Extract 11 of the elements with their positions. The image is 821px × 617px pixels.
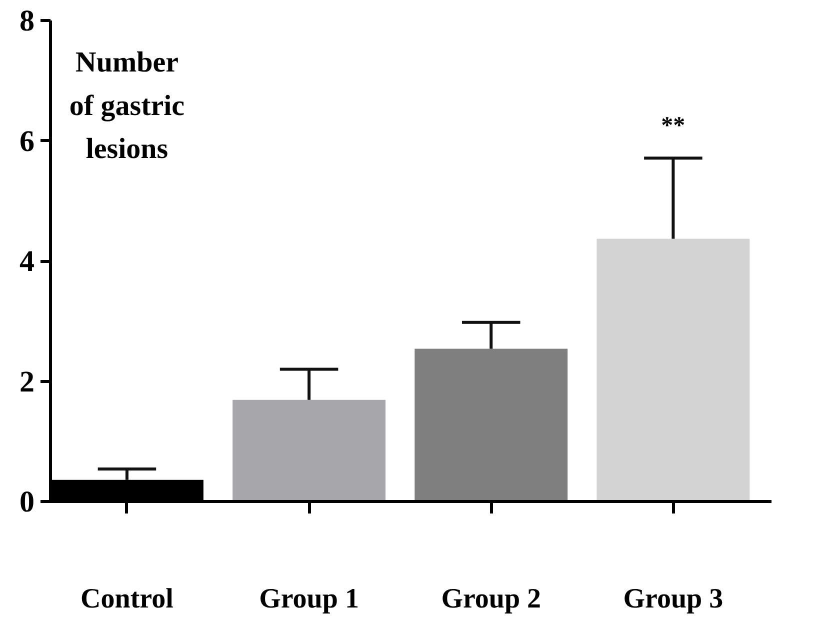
- x-tick-label: Group 1: [259, 584, 359, 614]
- x-tick-label: Group 2: [441, 584, 542, 614]
- y-axis-title: Number of gastric lesions: [69, 46, 185, 166]
- x-tick-label: Group 3: [623, 584, 724, 614]
- x-tick-label: Control: [80, 584, 174, 614]
- annotation: **: [661, 113, 686, 140]
- y-tick-label: 2: [20, 365, 34, 398]
- y-tick-label: 4: [20, 245, 34, 278]
- y-tick-label: 0: [20, 486, 34, 518]
- y-tick-label: 6: [20, 124, 34, 158]
- y-tick-label: 8: [20, 4, 34, 38]
